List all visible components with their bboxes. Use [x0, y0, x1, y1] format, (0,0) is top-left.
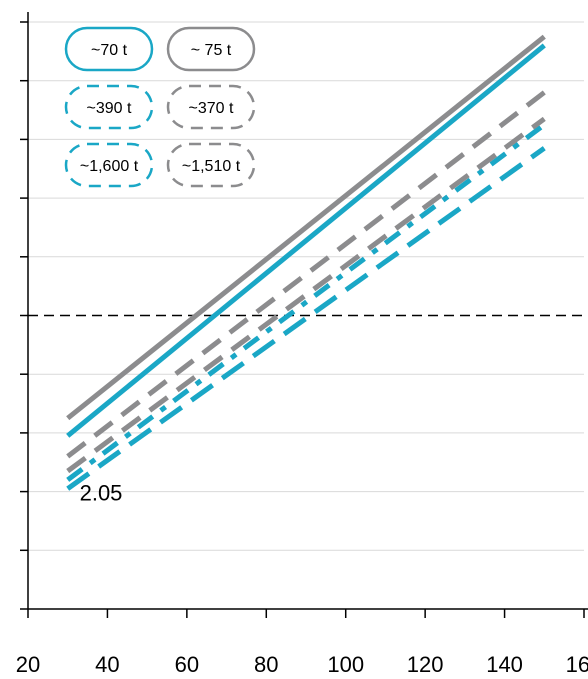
legend-item-label: ~1,600 t	[80, 158, 139, 175]
legend-item-box	[166, 84, 256, 130]
x-tick-label: 20	[16, 652, 40, 677]
x-tick-label: 120	[407, 652, 444, 677]
legend-item-box	[64, 84, 154, 130]
legend-item-label: ~ 75 t	[191, 42, 232, 59]
legend-item-label: ~70 t	[91, 42, 128, 59]
legend: ~70 t ~ 75 t ~390 t ~370 t ~1,600 t ~1,510 t	[64, 26, 256, 188]
legend-item-box	[64, 26, 154, 72]
x-tick-label: 60	[175, 652, 199, 677]
series-line	[66, 116, 546, 474]
legend-item-box	[166, 26, 256, 72]
x-tick-labels: 20 40 60 80 100 120 140 160	[16, 652, 588, 677]
annotations: 2.05	[80, 481, 123, 506]
legend-item-label: ~370 t	[189, 100, 234, 117]
legend-item-box	[64, 142, 154, 188]
series-lines	[66, 34, 546, 491]
x-tick-label: 80	[254, 652, 278, 677]
x-tick-label: 160	[566, 652, 588, 677]
x-tick-label: 100	[327, 652, 364, 677]
series-line	[66, 43, 546, 438]
axes	[20, 12, 588, 618]
series-line	[66, 146, 546, 491]
x-tick-label: 140	[486, 652, 523, 677]
series-line	[66, 34, 546, 421]
series-line	[66, 122, 546, 482]
legend-item-label: ~1,510 t	[182, 158, 241, 175]
value-annotation: 2.05	[80, 481, 123, 506]
legend-item-box	[166, 142, 256, 188]
legend-item-label: ~390 t	[87, 100, 132, 117]
x-tick-label: 40	[95, 652, 119, 677]
